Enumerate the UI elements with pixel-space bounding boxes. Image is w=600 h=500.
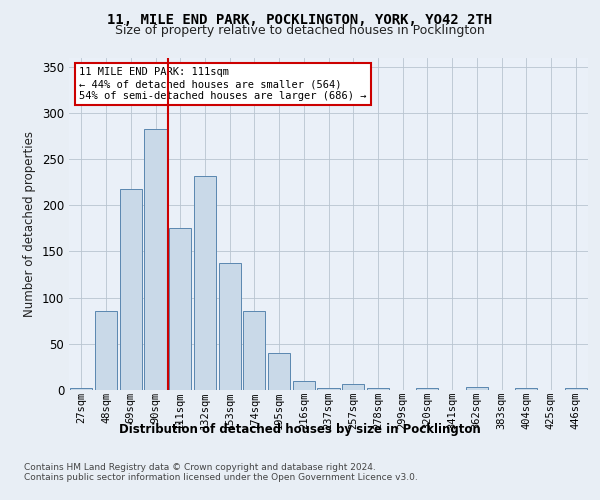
Bar <box>293 381 315 390</box>
Bar <box>218 262 241 390</box>
Bar <box>169 228 191 390</box>
Y-axis label: Number of detached properties: Number of detached properties <box>23 130 37 317</box>
Bar <box>515 388 538 390</box>
Text: 11 MILE END PARK: 111sqm
← 44% of detached houses are smaller (564)
54% of semi-: 11 MILE END PARK: 111sqm ← 44% of detach… <box>79 68 367 100</box>
Text: 11, MILE END PARK, POCKLINGTON, YORK, YO42 2TH: 11, MILE END PARK, POCKLINGTON, YORK, YO… <box>107 12 493 26</box>
Bar <box>268 353 290 390</box>
Bar <box>70 388 92 390</box>
Bar <box>95 312 117 390</box>
Text: Size of property relative to detached houses in Pocklington: Size of property relative to detached ho… <box>115 24 485 37</box>
Bar <box>243 312 265 390</box>
Bar <box>194 176 216 390</box>
Bar <box>317 388 340 390</box>
Bar <box>145 128 167 390</box>
Bar <box>119 188 142 390</box>
Text: Contains HM Land Registry data © Crown copyright and database right 2024.
Contai: Contains HM Land Registry data © Crown c… <box>24 462 418 482</box>
Bar <box>416 388 439 390</box>
Bar <box>565 388 587 390</box>
Bar <box>466 387 488 390</box>
Bar <box>367 388 389 390</box>
Text: Distribution of detached houses by size in Pocklington: Distribution of detached houses by size … <box>119 422 481 436</box>
Bar <box>342 384 364 390</box>
